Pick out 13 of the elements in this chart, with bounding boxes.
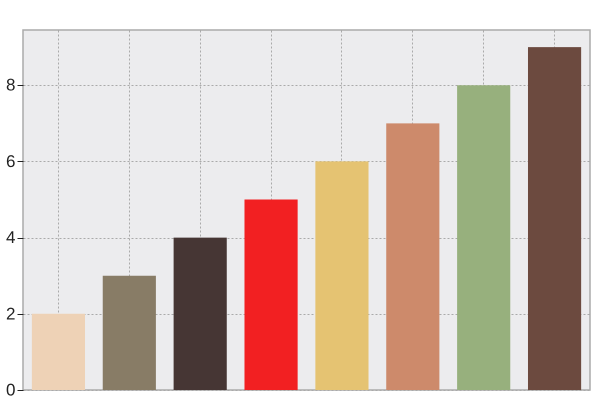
y-tick-label: 8: [6, 76, 16, 95]
bar: [315, 161, 369, 390]
bar: [457, 85, 510, 390]
y-tick-label: 2: [6, 304, 16, 324]
bar: [244, 200, 298, 390]
bar: [174, 238, 227, 390]
y-tick-label: 6: [6, 152, 16, 171]
y-tick-label: 0: [6, 380, 16, 400]
bar: [32, 314, 86, 390]
bar: [102, 276, 156, 390]
y-tick-label: 4: [6, 228, 16, 248]
bar: [528, 47, 582, 390]
bar: [386, 123, 440, 390]
